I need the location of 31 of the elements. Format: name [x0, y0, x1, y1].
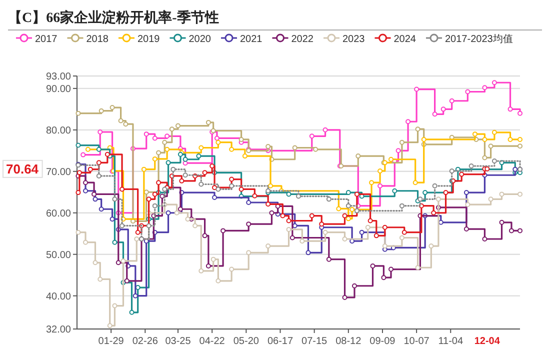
legend-label: 2023 — [342, 34, 366, 45]
y-tick-label: 80.00 — [46, 125, 72, 136]
text: 70.64 — [6, 161, 40, 176]
legend-label: 2020 — [188, 34, 212, 45]
legend-label: 2021 — [240, 34, 263, 45]
x-tick-label: 09-09 — [370, 336, 396, 347]
legend-label: 2017-2023均值 — [445, 33, 513, 45]
legend-label: 2024 — [394, 34, 416, 45]
legend-label: 2019 — [138, 34, 160, 45]
y-tick-label: 93.00 — [46, 72, 72, 82]
y-tick-label: 60.00 — [46, 208, 72, 220]
y-tick-label: 70.00 — [46, 166, 72, 178]
legend-label: 2022 — [291, 34, 314, 45]
x-tick-label: 11-04 — [438, 336, 464, 347]
y-tick-label: 32.00 — [46, 324, 72, 336]
x-tick-label: 01-29 — [98, 336, 124, 347]
x-tick-label: 04-22 — [199, 336, 226, 347]
y-tick-label: 90.00 — [46, 84, 72, 95]
y-tick-label: 40.00 — [46, 291, 72, 302]
x-tick-label: 07-15 — [302, 336, 328, 347]
x-tick-label: 02-26 — [132, 336, 158, 347]
x-tick-label: 10-07 — [404, 336, 430, 347]
y-tick-label: 50.00 — [46, 250, 72, 261]
x-tick-label: 06-17 — [267, 336, 294, 347]
chart-title: 【C】66家企业淀粉开机率-季节性 — [8, 9, 219, 26]
legend-label: 2018 — [86, 34, 109, 45]
legend-label: 2017 — [35, 34, 58, 45]
x-tick-label: 05-20 — [233, 336, 260, 347]
text: 12-04 — [474, 336, 500, 347]
x-tick-label: 03-25 — [165, 336, 192, 347]
x-tick-label: 08-12 — [336, 336, 362, 347]
